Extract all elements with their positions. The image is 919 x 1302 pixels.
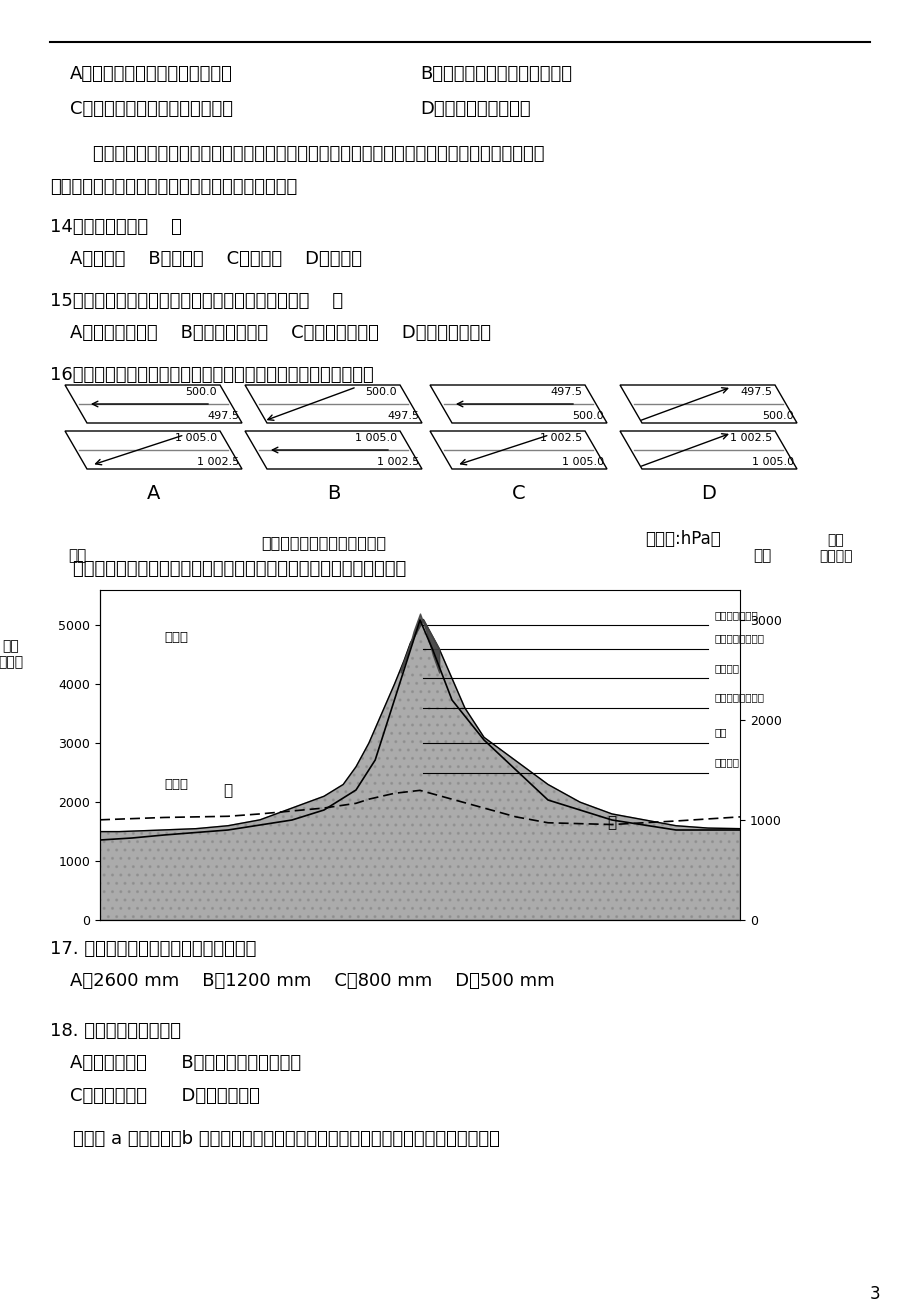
Text: 高山荒漠和冰雪: 高山荒漠和冰雪 bbox=[714, 609, 757, 620]
Text: A．2600 mm    B．1200 mm    C．800 mm    D．500 mm: A．2600 mm B．1200 mm C．800 mm D．500 mm bbox=[70, 973, 554, 990]
Text: B: B bbox=[326, 484, 340, 503]
Text: D: D bbox=[700, 484, 715, 503]
Text: 17. 肯尼亚山最大海拔处的降水量大约是: 17. 肯尼亚山最大海拔处的降水量大约是 bbox=[50, 940, 256, 958]
Text: 14．和田玉属于（    ）: 14．和田玉属于（ ） bbox=[50, 217, 182, 236]
Text: 15．导致和田玉籽料磨圆程度好的主要地质作用是（    ）: 15．导致和田玉籽料磨圆程度好的主要地质作用是（ ） bbox=[50, 292, 343, 310]
Text: 1 005.0: 1 005.0 bbox=[562, 457, 604, 467]
Text: （单位:hPa）: （单位:hPa） bbox=[644, 530, 720, 548]
Text: C．热带草原带      D．热带荒漠带: C．热带草原带 D．热带荒漠带 bbox=[70, 1087, 259, 1105]
Text: 500.0: 500.0 bbox=[572, 411, 604, 421]
Text: 1 002.5: 1 002.5 bbox=[377, 457, 418, 467]
Text: B．华北地区正值小麦收割季节: B．华北地区正值小麦收割季节 bbox=[420, 65, 572, 83]
Text: 降水量: 降水量 bbox=[164, 630, 187, 643]
Text: 1 005.0: 1 005.0 bbox=[751, 457, 793, 467]
Text: A．热带雨林带      B．亚热带常绿阔叶林带: A．热带雨林带 B．亚热带常绿阔叶林带 bbox=[70, 1055, 301, 1072]
Text: 1 002.5: 1 002.5 bbox=[729, 434, 771, 443]
Text: 1 005.0: 1 005.0 bbox=[175, 434, 217, 443]
Text: D．我国北方寒冷干燥: D．我国北方寒冷干燥 bbox=[420, 100, 530, 118]
Text: 500.0: 500.0 bbox=[185, 387, 217, 397]
Text: 肯尼亚山位于东非高原肯尼亚中部赤道线上。结合下图回答下列问题。: 肯尼亚山位于东非高原肯尼亚中部赤道线上。结合下图回答下列问题。 bbox=[50, 560, 406, 578]
Polygon shape bbox=[619, 431, 796, 469]
Polygon shape bbox=[429, 385, 607, 423]
Text: 蒸发量: 蒸发量 bbox=[164, 779, 187, 790]
Text: 高山沼泽与竹沼泽: 高山沼泽与竹沼泽 bbox=[714, 633, 764, 643]
Polygon shape bbox=[244, 385, 422, 423]
Text: 甲: 甲 bbox=[223, 783, 233, 798]
Text: 降水
（毫米）: 降水 （毫米） bbox=[818, 534, 852, 564]
Text: 500.0: 500.0 bbox=[365, 387, 397, 397]
Text: 497.5: 497.5 bbox=[387, 411, 418, 421]
Text: 海拔
（米）: 海拔 （米） bbox=[0, 639, 23, 669]
Text: A．接触变质作用    B．风力侵蚀作用    C．流水沉积作用    D．流水搬运作用: A．接触变质作用 B．风力侵蚀作用 C．流水沉积作用 D．流水搬运作用 bbox=[70, 324, 491, 342]
Text: C．地球位于公转轨道中的远日点: C．地球位于公转轨道中的远日点 bbox=[70, 100, 233, 118]
Text: 竹林: 竹林 bbox=[714, 728, 726, 738]
Text: 甲: 甲 bbox=[607, 815, 616, 831]
Polygon shape bbox=[244, 431, 422, 469]
Text: C: C bbox=[511, 484, 525, 503]
Text: 1 005.0: 1 005.0 bbox=[355, 434, 397, 443]
Text: 石南灌丛: 石南灌丛 bbox=[714, 663, 739, 673]
Text: 1 002.5: 1 002.5 bbox=[539, 434, 582, 443]
Text: 下图中 a 为等温线，b 为锋线且向偏北方向移动，虚线范围内为雨区。读图回答问题。: 下图中 a 为等温线，b 为锋线且向偏北方向移动，虚线范围内为雨区。读图回答问题… bbox=[50, 1130, 499, 1148]
Text: 497.5: 497.5 bbox=[207, 411, 239, 421]
Text: 497.5: 497.5 bbox=[550, 387, 582, 397]
Text: 1 002.5: 1 002.5 bbox=[197, 457, 239, 467]
Text: A．我国东南沿海台风活动频繁．: A．我国东南沿海台风活动频繁． bbox=[70, 65, 233, 83]
Polygon shape bbox=[65, 431, 242, 469]
Text: A．侵人岩    B．沉积岩    C．变质岩    D．喷出岩: A．侵人岩 B．沉积岩 C．变质岩 D．喷出岩 bbox=[70, 250, 361, 268]
Text: 东南: 东南 bbox=[752, 548, 770, 564]
Text: 18. 甲处所属的自然带是: 18. 甲处所属的自然带是 bbox=[50, 1022, 181, 1040]
Text: 和田玉分布于昆仑山，是由大理岩与岩浆接触形成的玉石，其中产于山上原生矿处的称为山料，: 和田玉分布于昆仑山，是由大理岩与岩浆接触形成的玉石，其中产于山上原生矿处的称为山… bbox=[70, 145, 544, 163]
Text: 产于河床中磨圆程度好的称为籽料。完成下列各题。: 产于河床中磨圆程度好的称为籽料。完成下列各题。 bbox=[50, 178, 297, 197]
Text: 500.0: 500.0 bbox=[762, 411, 793, 421]
Text: 497.5: 497.5 bbox=[739, 387, 771, 397]
Polygon shape bbox=[65, 385, 242, 423]
Text: 高枝杉形成的农环: 高枝杉形成的农环 bbox=[714, 693, 764, 702]
Text: 3: 3 bbox=[868, 1285, 879, 1302]
Text: 16．下图中能正确反映北半球近地面和高空等压线与风向关系的是: 16．下图中能正确反映北半球近地面和高空等压线与风向关系的是 bbox=[50, 366, 373, 384]
Polygon shape bbox=[619, 385, 796, 423]
Text: 肯尼亚山植被垂直分带剖面图: 肯尼亚山植被垂直分带剖面图 bbox=[261, 535, 386, 551]
Text: 西北: 西北 bbox=[68, 548, 86, 564]
Text: 山地雨林: 山地雨林 bbox=[714, 756, 739, 767]
Text: A: A bbox=[147, 484, 160, 503]
Polygon shape bbox=[429, 431, 607, 469]
